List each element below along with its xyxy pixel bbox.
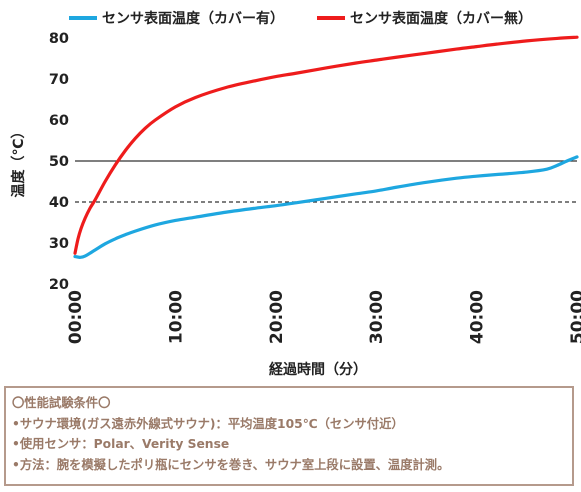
- y-tick-label: 40: [49, 195, 69, 211]
- legend-entry-cover-off: センサ表面温度（カバー無）: [317, 6, 532, 30]
- reference-lines: [75, 160, 577, 203]
- legend-entry-cover-on: センサ表面温度（カバー有）: [69, 6, 284, 30]
- y-tick-label: 20: [49, 277, 69, 293]
- conditions-title: 〇性能試験条件〇: [12, 396, 111, 410]
- temperature-chart: 20 30 40 50 60 70 80 00:00 10:00 20:00 30:00 40:00…: [10, 31, 581, 378]
- x-tick-label: 10:00: [166, 290, 186, 344]
- x-tick-label: 30:00: [367, 290, 387, 344]
- test-conditions-box: 〇性能試験条件〇 •サウナ環境(ガス遠赤外線式サウナ)：平均温度105℃（センサ…: [4, 386, 574, 486]
- x-tick-label: 00:00: [66, 290, 86, 344]
- x-axis-title: 経過時間（分）: [269, 361, 367, 378]
- y-tick-label: 80: [49, 31, 69, 47]
- series-line-cover-off: [73, 35, 579, 255]
- chart-legend: センサ表面温度（カバー有） センサ表面温度（カバー無）: [0, 6, 581, 30]
- y-tick-label: 60: [49, 113, 69, 129]
- y-tick-label: 50: [49, 154, 69, 170]
- conditions-line-method: •方法：腕を模擬したポリ瓶にセンサを巻き、サウナ室上段に設置、温度計測。: [12, 457, 450, 472]
- legend-label-cover-off: センサ表面温度（カバー無）: [350, 11, 532, 27]
- y-tick-label: 30: [49, 236, 69, 252]
- x-axis-ticks: 00:00 10:00 20:00 30:00 40:00 50:00: [66, 290, 581, 344]
- x-tick-label: 20:00: [267, 290, 287, 344]
- series-lines: [73, 35, 579, 259]
- conditions-line-environment: •サウナ環境(ガス遠赤外線式サウナ)：平均温度105℃（センサ付近）: [12, 416, 404, 431]
- series-line-cover-on: [73, 155, 579, 259]
- y-tick-label: 70: [49, 72, 69, 88]
- legend-swatch-cover-on: [69, 16, 97, 20]
- x-tick-label: 40:00: [468, 290, 488, 344]
- y-axis-title: 温度（℃）: [10, 125, 27, 198]
- legend-label-cover-on: センサ表面温度（カバー有）: [102, 11, 284, 27]
- legend-swatch-cover-off: [317, 16, 345, 20]
- conditions-line-sensor: •使用センサ：Polar、Verity Sense: [12, 437, 230, 451]
- y-axis-ticks: 20 30 40 50 60 70 80: [49, 31, 69, 293]
- x-tick-label: 50:00: [568, 290, 581, 344]
